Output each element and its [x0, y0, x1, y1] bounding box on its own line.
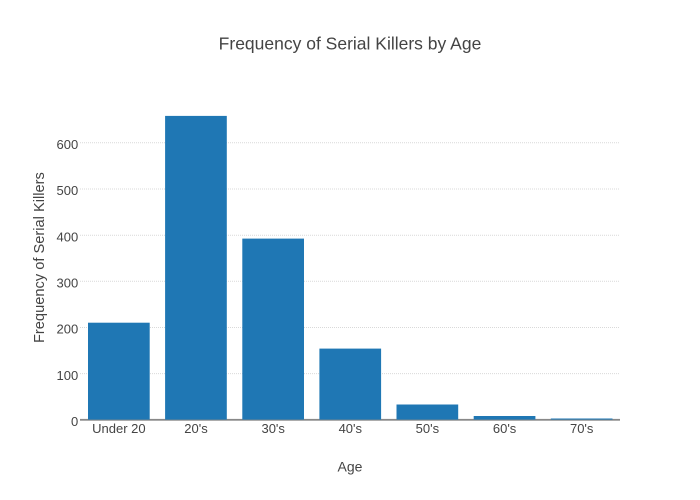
svg-text:Age: Age	[338, 459, 363, 475]
svg-text:20's: 20's	[184, 421, 208, 436]
svg-text:200: 200	[56, 322, 78, 337]
svg-text:40's: 40's	[339, 421, 363, 436]
svg-text:600: 600	[56, 137, 78, 152]
svg-text:400: 400	[56, 229, 78, 244]
svg-text:Frequency of Serial Killers by: Frequency of Serial Killers by Age	[219, 34, 482, 54]
svg-text:Frequency of Serial Killers: Frequency of Serial Killers	[32, 172, 48, 343]
svg-text:500: 500	[56, 183, 78, 198]
svg-text:30's: 30's	[261, 421, 285, 436]
svg-text:100: 100	[56, 368, 78, 383]
svg-text:300: 300	[56, 276, 78, 291]
svg-text:50's: 50's	[416, 421, 440, 436]
svg-text:0: 0	[71, 414, 78, 429]
svg-text:Under 20: Under 20	[92, 421, 145, 436]
svg-text:70's: 70's	[570, 421, 594, 436]
svg-text:60's: 60's	[493, 421, 517, 436]
